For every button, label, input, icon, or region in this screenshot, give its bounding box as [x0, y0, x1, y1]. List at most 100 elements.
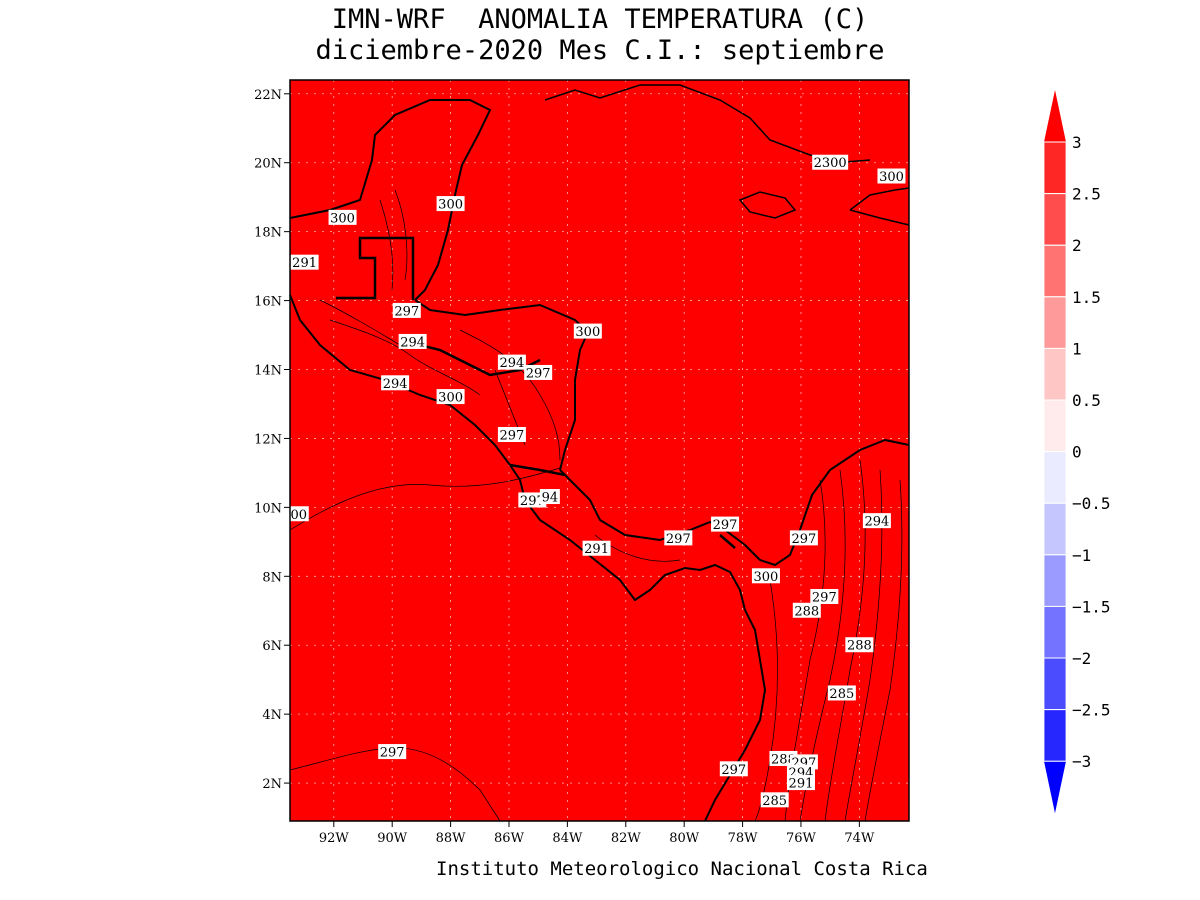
coastline-costa-rica-panama	[559, 438, 910, 567]
contour-label-box	[810, 588, 839, 604]
map-title-line-1: IMN-WRF ANOMALIA TEMPERATURA (C)	[331, 4, 869, 35]
colorbar-segment	[1043, 244, 1067, 298]
colorbar: 3 2.5 2 1.5 1 0.5 0 −0.5 −1 −1.5 −2 −2.5 −3	[1043, 90, 1111, 814]
contour-label-box	[792, 602, 821, 618]
contour-label: 291	[582, 540, 611, 557]
contour-label-value: 94	[542, 491, 559, 506]
contour-label-box	[288, 506, 309, 522]
lat-tick-label: 20N	[254, 157, 282, 172]
lon-tick-label: 88W	[436, 831, 467, 846]
colorbar-segment	[1043, 606, 1067, 659]
contour-label: 297	[664, 530, 693, 547]
contour-label-box	[436, 196, 465, 212]
contour-label: 297	[518, 492, 547, 509]
contour-label-value: 291	[789, 777, 814, 792]
contour-label: 285	[827, 685, 856, 702]
contour-label-box	[398, 333, 427, 349]
lat-tick-label: 14N	[254, 364, 282, 379]
contour-label: 2300	[812, 154, 849, 171]
contour-labels: 2300300300300291297294300294297294300297…	[288, 154, 906, 809]
contour-label-box	[711, 516, 740, 532]
colorbar-label: 1.5	[1072, 288, 1101, 307]
contour-label-value: 285	[762, 794, 787, 809]
contour-label-value: 297	[499, 428, 524, 443]
contour-label: 294	[398, 333, 427, 350]
contour-label-value: 00	[290, 508, 307, 523]
lon-tick-label: 92W	[319, 831, 350, 846]
contour-label-box	[290, 254, 319, 270]
contour-label-value: 297	[520, 494, 545, 509]
contour-label-value: 288	[771, 752, 796, 767]
colorbar-label: −2.5	[1072, 701, 1111, 720]
latitude-axis: 22N 20N 18N 16N 14N 12N 10N 8N 6N 4N 2N	[254, 88, 290, 792]
contour-label: 300	[751, 568, 780, 585]
colorbar-segment	[1043, 193, 1067, 246]
contour-label-value: 300	[575, 325, 600, 340]
colorbar-label: −1.5	[1072, 597, 1111, 616]
contour-label: 300	[328, 209, 357, 226]
contour-label-value: 294	[400, 335, 425, 350]
border-panama-colombia	[719, 534, 736, 549]
contour-label-box	[573, 323, 602, 339]
contour-label-box	[664, 530, 693, 546]
contour-label-box	[381, 375, 410, 391]
colorbar-segment	[1043, 399, 1067, 452]
contour-label: 297	[378, 744, 407, 761]
contour-label-box	[524, 364, 553, 380]
lon-tick-label: 76W	[786, 831, 817, 846]
colorbar-segment	[1043, 554, 1067, 607]
lat-tick-label: 4N	[262, 708, 282, 723]
contour-label-box	[751, 568, 780, 584]
contour-label-box	[518, 492, 547, 508]
contour-label-value: 294	[383, 377, 408, 392]
contour-label-value: 297	[394, 304, 419, 319]
contour-label-value: 297	[380, 746, 405, 761]
contour-label-box	[719, 761, 748, 777]
lat-tick-label: 22N	[254, 88, 282, 103]
contour-label-value: 300	[754, 570, 779, 585]
contour-label-value: 297	[791, 532, 816, 547]
contour-label-box	[436, 389, 465, 405]
colorbar-label: 2.5	[1072, 185, 1101, 204]
contour-label-box	[877, 168, 906, 184]
colorbar-label: 0	[1072, 443, 1082, 462]
contour-label-box	[862, 513, 891, 529]
lon-tick-label: 78W	[728, 831, 759, 846]
contour-label: 297	[810, 588, 839, 605]
colorbar-label: −0.5	[1072, 494, 1111, 513]
contour-label-value: 288	[794, 604, 819, 619]
contour-label-box	[845, 637, 874, 653]
colorbar-segment	[1043, 657, 1067, 710]
contour-label-box	[786, 775, 815, 791]
contour-label-value: 285	[829, 687, 854, 702]
colorbar-segment	[1043, 502, 1067, 556]
contour-label-box	[812, 154, 849, 170]
lon-tick-label: 84W	[552, 831, 583, 846]
colorbar-label: −3	[1072, 752, 1091, 771]
contour-label: 294	[497, 354, 526, 371]
contour-label-value: 297	[812, 590, 837, 605]
colorbar-label: 1	[1072, 339, 1082, 358]
contour-label: 297	[711, 516, 740, 533]
anomaly-field	[290, 80, 909, 821]
colorbar-top-arrow	[1044, 90, 1066, 142]
coastline-hispaniola	[849, 187, 910, 226]
contour-label: 294	[862, 513, 891, 530]
colorbar-label: 3	[1072, 133, 1082, 152]
colorbar-label: 0.5	[1072, 391, 1101, 410]
coastline-jamaica	[738, 191, 797, 219]
contour-label-box	[789, 530, 818, 546]
contour-label-box	[378, 744, 407, 760]
lat-tick-label: 6N	[262, 639, 282, 654]
border-nicaragua-costarica	[509, 463, 566, 477]
lat-tick-label: 18N	[254, 226, 282, 241]
map-panel: 2300300300300291297294300294297294300297…	[254, 79, 910, 846]
contour-label: 297	[497, 426, 526, 443]
contour-label-value: 300	[438, 198, 463, 213]
contour-label: 285	[760, 792, 789, 809]
lat-tick-label: 16N	[254, 295, 282, 310]
contour-label-value: 300	[330, 211, 355, 226]
contour-label-value: 288	[847, 639, 872, 654]
coastline-yucatan	[289, 99, 492, 301]
